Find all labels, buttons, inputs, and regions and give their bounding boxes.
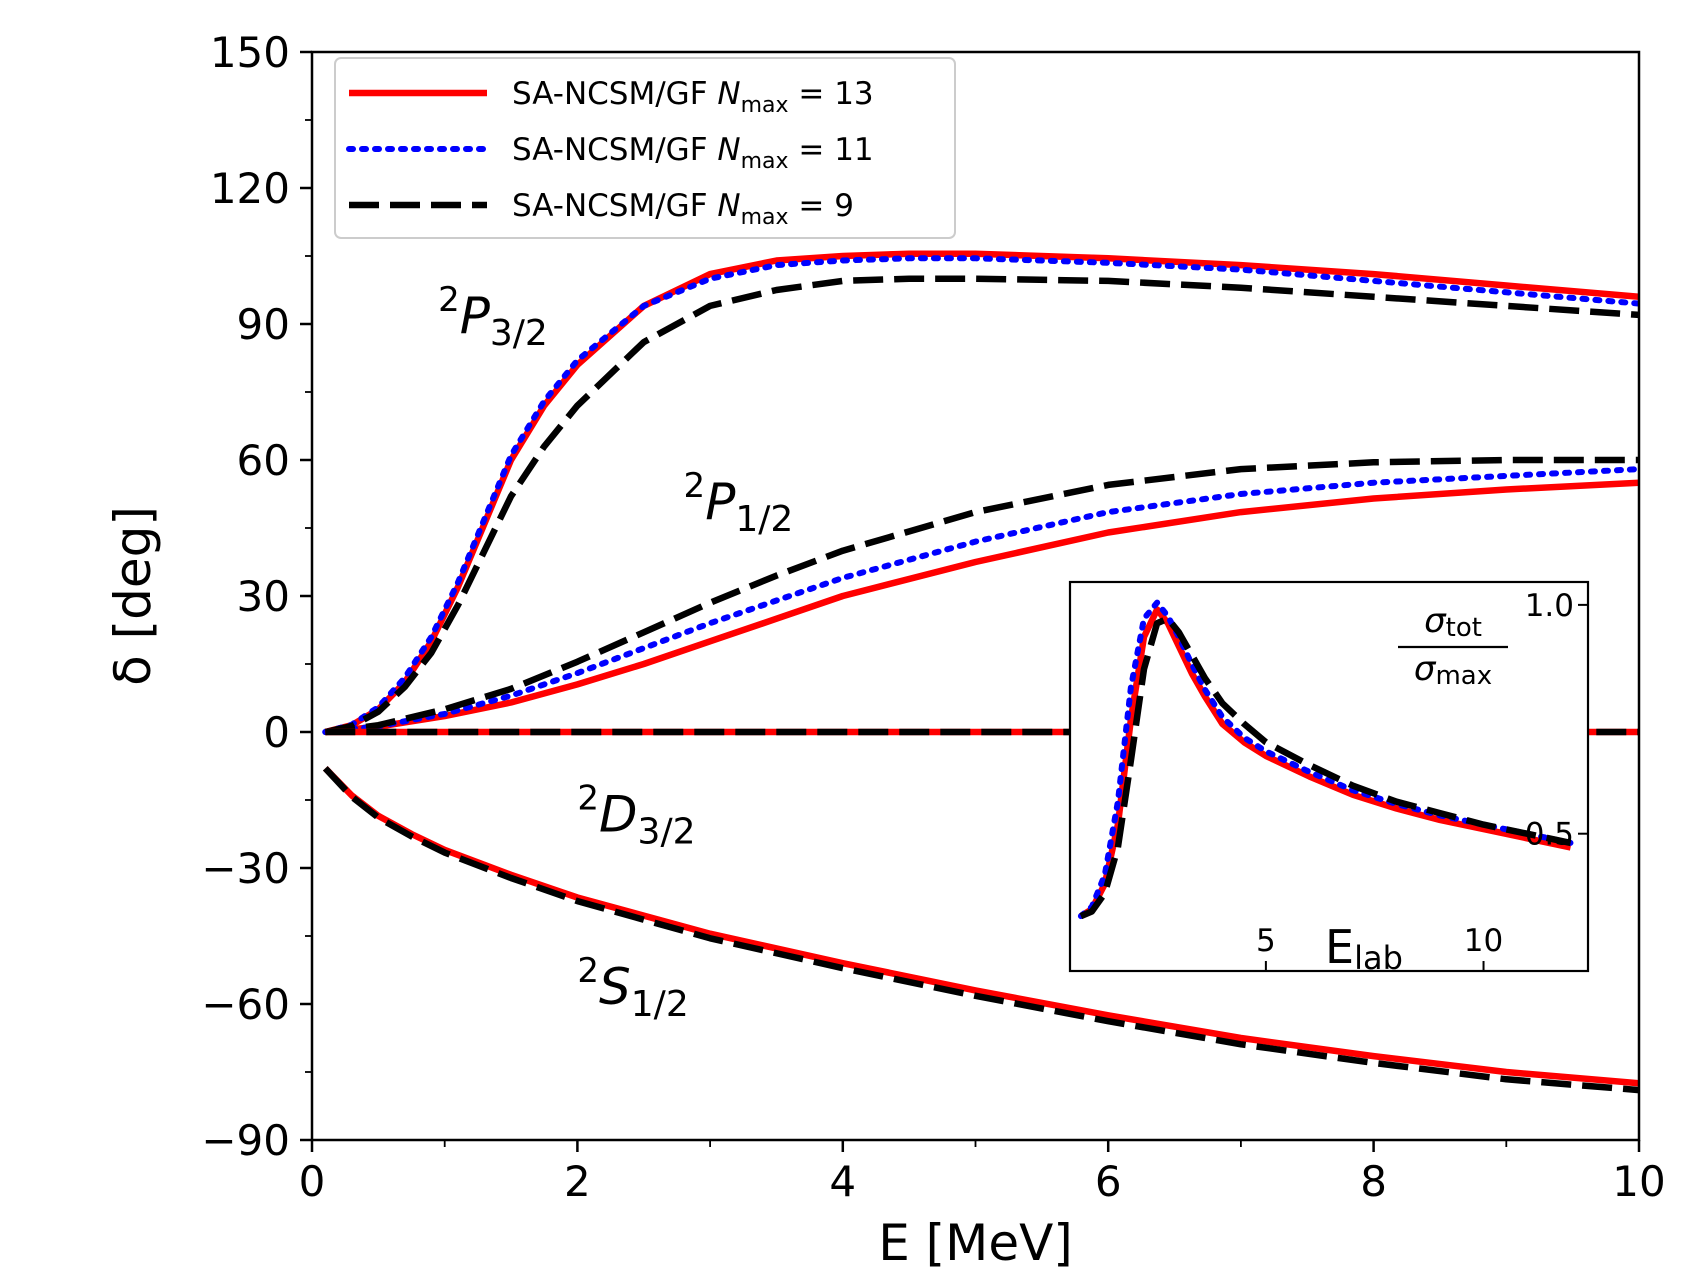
- legend-entry-label: SA-NCSM/GF Nmax = 13: [512, 76, 874, 118]
- series-line-2P1-2-nmax9: [324, 456, 1639, 736]
- y-axis-label: δ [deg]: [104, 506, 162, 686]
- y-tick-label: −30: [201, 844, 290, 893]
- legend-box: [334, 57, 956, 239]
- y-tick-label: 30: [237, 572, 290, 621]
- x-tick-label: 10: [1612, 1157, 1665, 1206]
- series-line-2P3-2-nmax11: [322, 255, 1639, 735]
- legend-entry-label: SA-NCSM/GF Nmax = 11: [512, 132, 874, 174]
- inset-chart: 5 10 0.5 1.0 Elab σtot σmax: [1068, 580, 1590, 977]
- inset-y-label-numerator: σtot: [1424, 601, 1482, 643]
- main-series-group: [322, 250, 1639, 1094]
- inset-series-group: [1077, 599, 1574, 920]
- inset-series-line-nmax11: [1077, 599, 1574, 920]
- inset-x-tick-label: 5: [1256, 923, 1276, 959]
- series-line-2S1-2-nmax9: [322, 766, 1639, 1094]
- inset-y-tick-label: 0.5: [1525, 817, 1574, 853]
- x-tick-label: 8: [1360, 1157, 1387, 1206]
- x-tick-label: 2: [564, 1157, 591, 1206]
- inset-series-line-nmax13: [1079, 606, 1572, 919]
- inset-x-tick-label: 10: [1464, 923, 1503, 959]
- x-tick-label: 4: [829, 1157, 856, 1206]
- legend: SA-NCSM/GF Nmax = 13 SA-NCSM/GF Nmax = 11…: [334, 57, 956, 239]
- series-line-2P3-2-nmax9: [324, 275, 1639, 736]
- inset-y-tick-label: 1.0: [1525, 588, 1574, 624]
- annotation-s12: 2S1/2: [577, 951, 688, 1025]
- y-tick-label: −60: [201, 980, 290, 1029]
- inset-x-axis-label: Elab: [1325, 920, 1403, 977]
- y-tick-label: 120: [210, 164, 290, 213]
- wave-annotations: 2P3/2 2P1/2 2D3/2 2S1/2: [438, 280, 793, 1025]
- annotation-d32: 2D3/2: [577, 779, 695, 853]
- y-tick-label: 60: [237, 436, 290, 485]
- x-tick-label: 0: [299, 1157, 326, 1206]
- x-tick-label: 6: [1095, 1157, 1122, 1206]
- inset-series-line-nmax9: [1079, 615, 1572, 920]
- inset-frame: [1068, 580, 1590, 973]
- series-line-2P1-2-nmax13: [324, 479, 1639, 736]
- y-tick-label: −90: [201, 1116, 290, 1165]
- y-tick-label: 150: [210, 28, 290, 77]
- inset-y-label-denominator: σmax: [1414, 649, 1492, 691]
- annotation-p32: 2P3/2: [438, 280, 548, 354]
- y-tick-label: 0: [263, 708, 290, 757]
- series-line-2P1-2-nmax11: [322, 466, 1639, 735]
- main-axis-ticks: 0 2 4 6 8 10 −90 −60 −30 0 30 60 90 120 150: [201, 28, 1665, 1206]
- annotation-p12: 2P1/2: [684, 466, 794, 540]
- legend-entry-label: SA-NCSM/GF Nmax = 9: [512, 188, 854, 230]
- x-axis-label: E [MeV]: [878, 1214, 1073, 1272]
- y-tick-label: 90: [237, 300, 290, 349]
